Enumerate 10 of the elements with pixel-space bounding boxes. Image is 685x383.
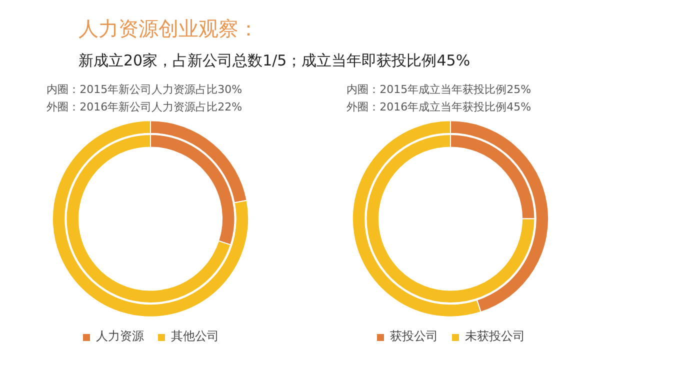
legend-label: 获投公司 — [390, 328, 438, 345]
text: 外圈：2016年成立当年获投比例45% — [346, 100, 532, 114]
text: 外圈：2016年新公司人力资源占比22% — [46, 100, 242, 114]
legend-label: 其他公司 — [171, 328, 219, 345]
chart-title: 人力资源创业观察： — [78, 16, 258, 40]
text: 内圈：2015年成立当年获投比例25% — [346, 83, 532, 96]
text: 内圈：2015年新公司人力资源占比30% — [46, 83, 242, 96]
chart-subtitle: 新成立20家，占新公司总数1/5；成立当年即获投比例45% — [78, 52, 470, 70]
legend-label: 未获投公司 — [465, 328, 525, 345]
legend-label: 人力资源 — [96, 328, 144, 345]
